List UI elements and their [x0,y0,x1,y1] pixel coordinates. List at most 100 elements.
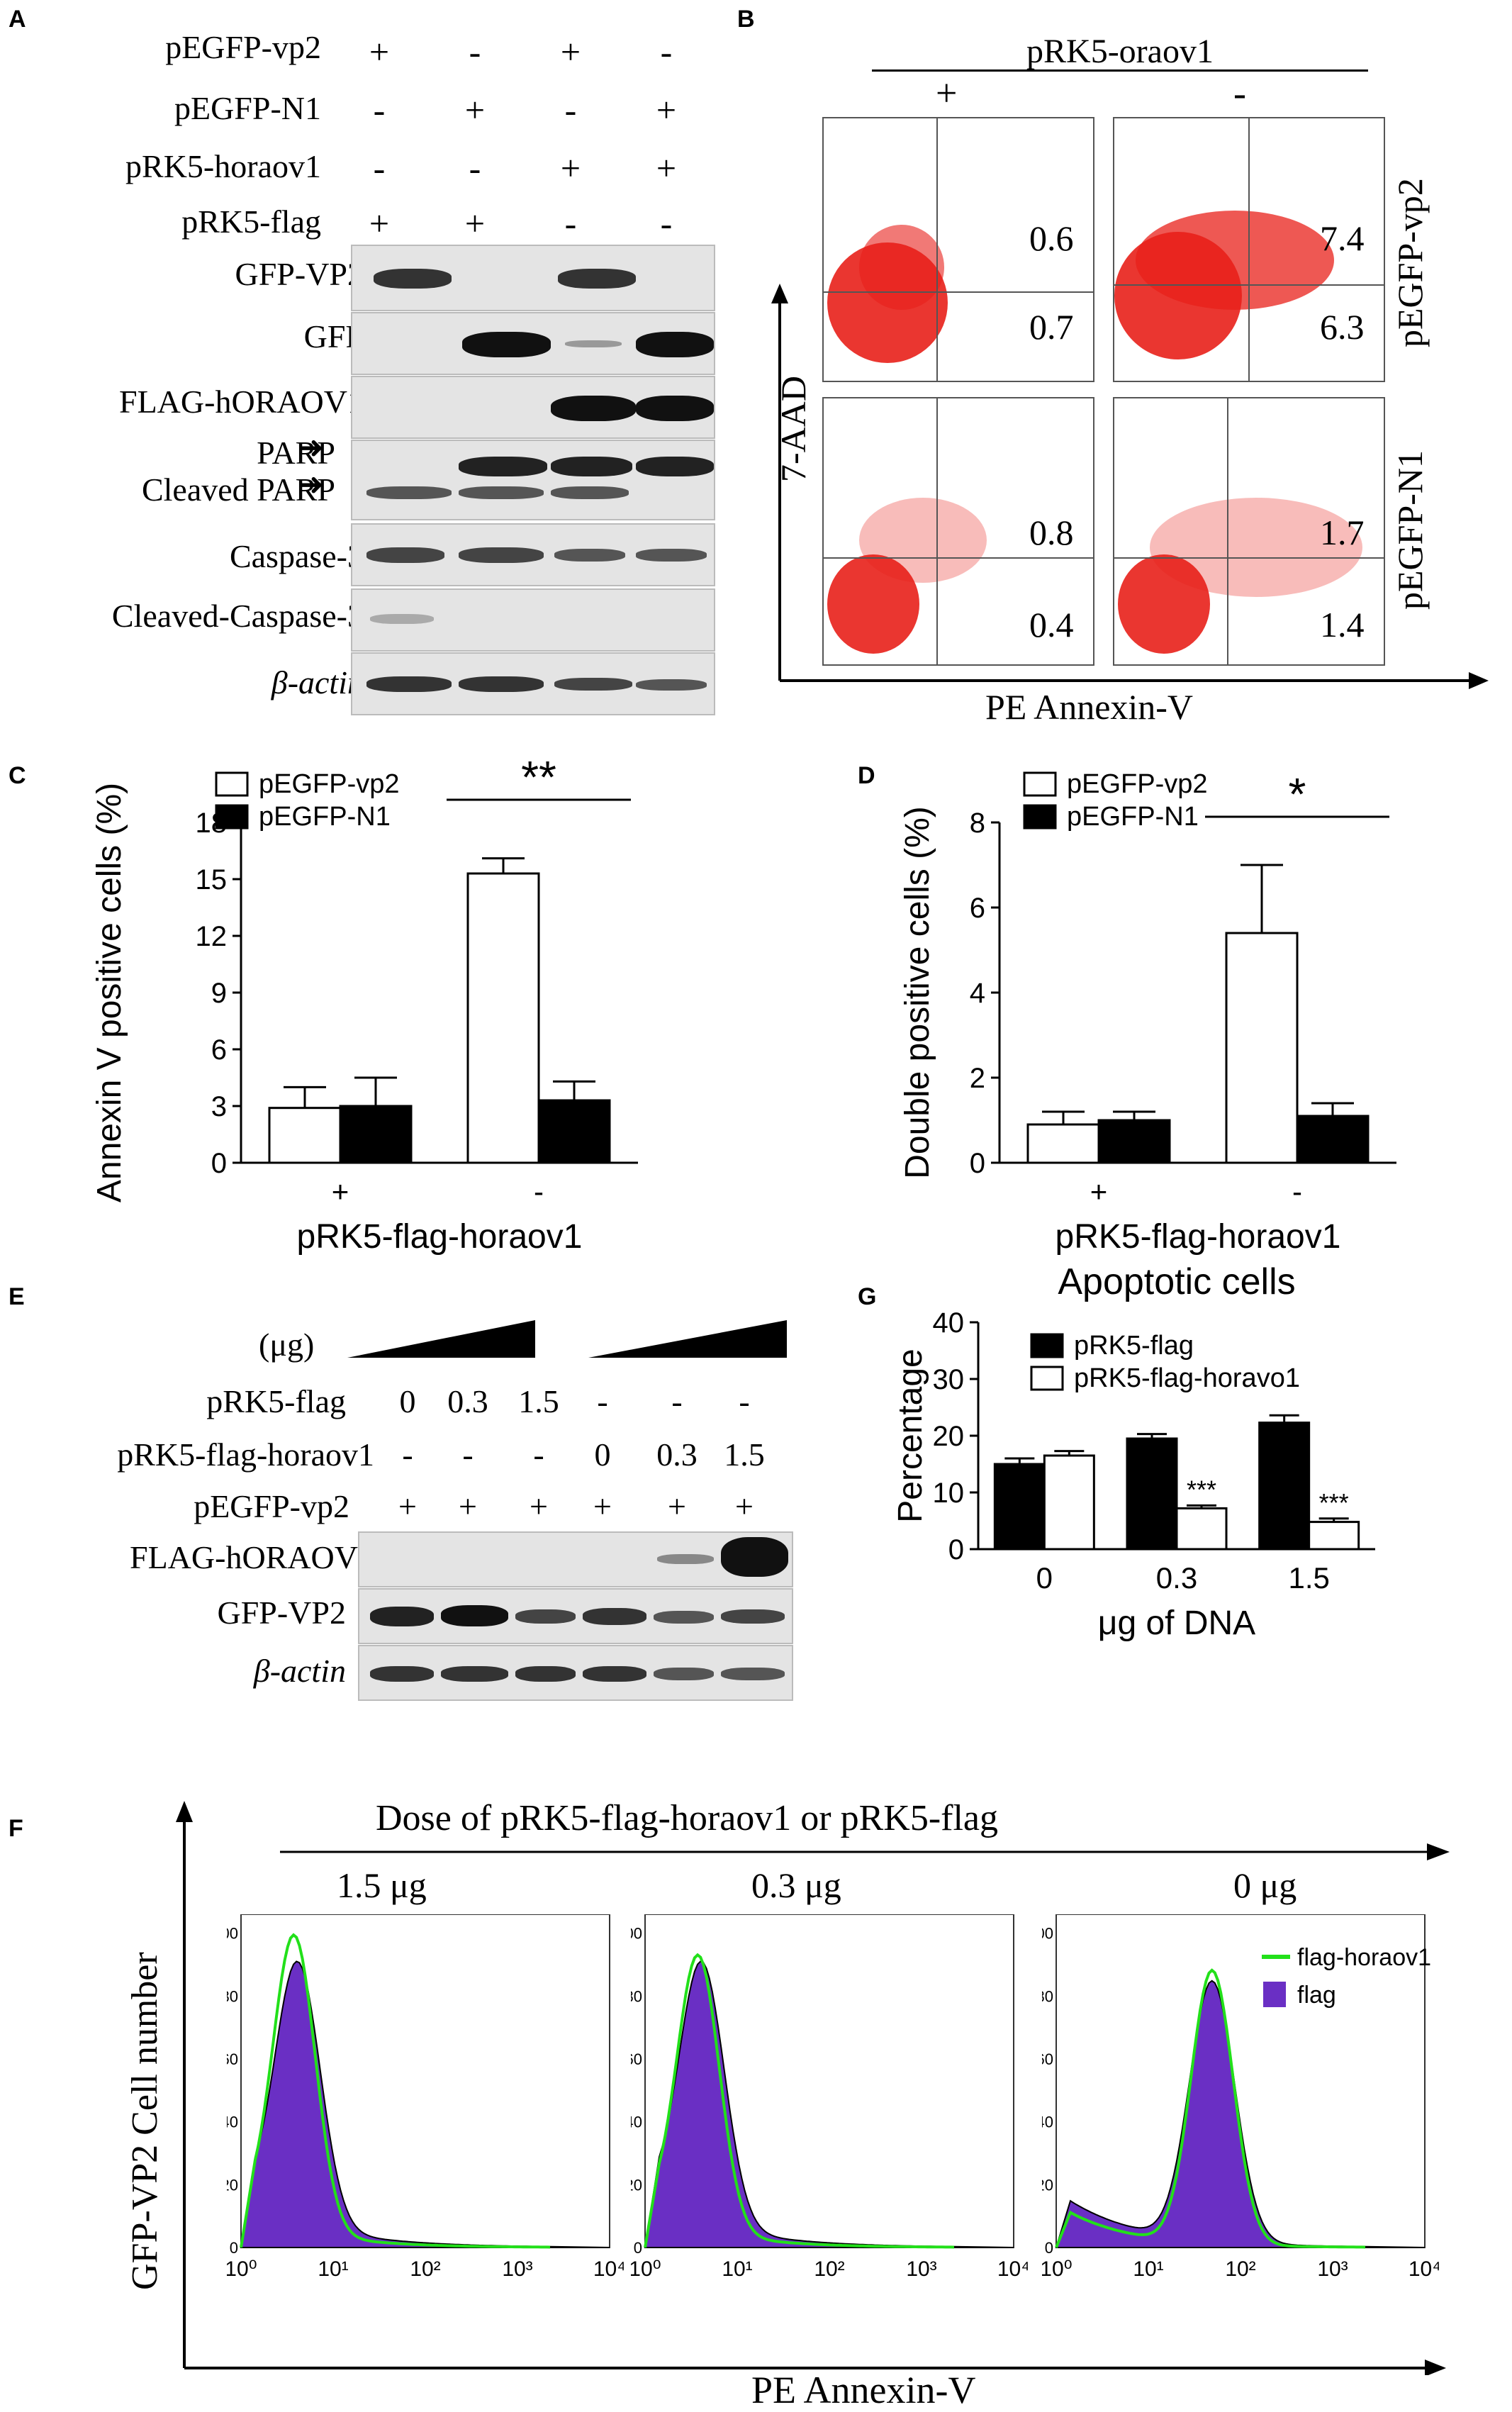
category-label: - [534,1175,544,1208]
row-label-prk5-flag: pRK5-flag [206,1383,346,1419]
dose-arrow [280,1843,1450,1860]
dose-wedge-2 [588,1320,787,1358]
legend-swatch [1030,1366,1064,1391]
condition-value: + [398,1488,417,1524]
row-label-pegfp-n1: pEGFP-N1 [174,90,321,126]
histogram-flag-horaov1 [1055,1968,1366,2249]
y-tick-label: 40 [631,2114,642,2131]
x-tick-label: 10² [814,2257,844,2281]
dot-plot: 7.4 6.3 [1113,117,1385,382]
histogram-axes [176,1801,1446,2375]
y-tick-label: 20 [933,1421,965,1452]
category-label: 0 [1036,1561,1053,1595]
y-tick-label: 20 [227,2176,238,2194]
sign: + [464,90,486,130]
western-blot-gfp-vp2 [351,245,715,311]
legend-label: pEGFP-N1 [259,802,391,832]
x-tick-label: 10⁰ [227,2257,257,2281]
western-blot-gfp-vp2 [358,1588,793,1644]
sign: - [660,203,673,243]
blot-label-gfp-vp2: GFP-VP2 [235,256,364,292]
y-tick-label: 40 [227,2114,238,2131]
y-tick-label: 100 [227,1925,238,1943]
y-axis-label: Double positive cells (%) [899,806,936,1179]
y-tick-label: 100 [1042,1925,1053,1943]
legend-label: pEGFP-N1 [1067,802,1199,832]
row-label-pegfp-vp2: pEGFP-vp2 [194,1488,349,1524]
x-tick-label: 10¹ [318,2257,348,2281]
blot-label-beta-actin: β-actin [253,1653,346,1689]
row-label-pegfp-vp2: pEGFP-vp2 [165,29,321,65]
sign: - [469,32,481,72]
x-tick-label: 10⁴ [593,2257,624,2281]
bar [1308,1521,1360,1551]
condition-value: 1.5 [518,1383,559,1419]
condition-value: 0 [399,1383,416,1419]
y-tick-label: 0 [211,1148,227,1179]
row-label-prk5-flag: pRK5-flag [181,203,321,240]
condition-value: 1.5 [724,1436,765,1473]
x-axis-label: μg of DNA [1098,1604,1255,1642]
row-label-prk5-flag-horaov1: pRK5-flag-horaov1 [117,1436,374,1473]
blot-label-beta-actin: β-actin [271,664,364,700]
sign: + [369,32,390,72]
y-tick-label: 12 [196,921,228,952]
col-sign: - [1233,72,1246,114]
condition-value: 0 [594,1436,611,1473]
blot-label-gfp-vp2: GFP-VP2 [217,1595,346,1631]
condition-value: 0.3 [656,1436,698,1473]
sign: + [656,148,677,188]
y-tick-label: 3 [211,1091,227,1122]
histogram-flag-horaov1 [644,1953,955,2249]
sign: - [564,90,577,130]
sign: + [656,90,677,130]
blot-label-parp: PARP [257,435,335,471]
bar [1026,1123,1100,1164]
quadrant-value: 6.3 [1320,307,1365,347]
sign: + [464,203,486,243]
unit-label: (μg) [259,1327,315,1363]
arrow-icon: ➜ [298,467,324,502]
y-axis-label: Percentage [893,1349,929,1523]
dose-label: 1.5 μg [337,1865,427,1905]
western-blot-cleaved-caspase-3 [351,588,715,652]
y-tick-label: 2 [970,1063,985,1094]
histogram-flag-horaov1 [240,1933,551,2249]
panel-label-c: C [9,762,26,789]
panel-label-g: G [858,1283,877,1310]
sign: - [469,148,481,188]
legend-swatch [1023,804,1057,830]
y-tick-label: 80 [1042,1987,1053,2005]
panel-label-f: F [9,1815,23,1842]
quadrant-value: 1.4 [1320,605,1365,644]
dot-cloud [824,118,1093,381]
bar [1126,1437,1178,1551]
bar [1043,1454,1095,1551]
dot-plot: 0.8 0.4 [822,397,1094,666]
x-axis-label: pRK5-flag-horaov1 [297,1218,583,1255]
x-tick-label: 10² [1225,2257,1255,2281]
x-tick-label: 10⁴ [1409,2257,1439,2281]
western-blot-caspase-3 [351,523,715,586]
blot-label-cleaved-caspase-3: Cleaved-Caspase-3 [111,598,364,634]
category-label: - [1292,1175,1302,1208]
y-tick-label: 10 [933,1478,965,1509]
bar [1258,1422,1311,1551]
condition-value: 0.3 [447,1383,488,1419]
condition-value: + [530,1488,548,1524]
y-tick-label: 0 [948,1534,964,1565]
y-tick-label: 80 [227,1987,238,2005]
quadrant-value: 7.4 [1320,218,1365,258]
quadrant-value: 0.7 [1029,307,1074,347]
y-tick-label: 20 [631,2176,642,2194]
y-tick-label: 0 [1045,2239,1053,2257]
category-label: + [1090,1175,1108,1208]
significance-label: ** [521,759,556,803]
dose-wedge-1 [347,1320,535,1358]
legend-label: flag [1297,1982,1336,2009]
condition-value: + [735,1488,754,1524]
dot-plot: 1.7 1.4 [1113,397,1385,666]
bar [466,872,540,1164]
bar [1296,1115,1370,1164]
condition-value: - [597,1383,608,1419]
